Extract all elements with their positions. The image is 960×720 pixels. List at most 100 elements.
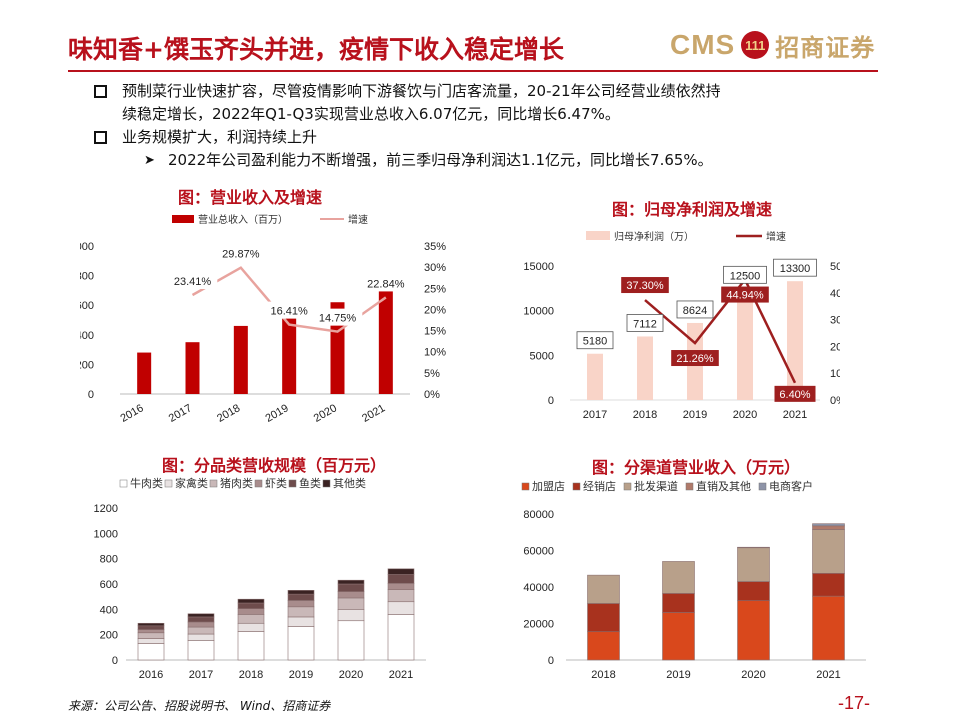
stacked-segment: [337, 597, 365, 610]
stacked-segment: [137, 643, 165, 661]
y-tick-label: 1000: [94, 528, 118, 540]
legend-label: 加盟店: [532, 479, 565, 493]
arrow-bullet-icon: ➤: [144, 153, 155, 168]
data-label-net-profit: 7112: [633, 318, 657, 330]
legend-label-revenue: 营业总收入（百万）: [198, 213, 288, 226]
y-tick-label: 0: [112, 655, 118, 667]
x-tick-label: 2019: [666, 669, 690, 681]
stacked-segment: [737, 600, 770, 661]
x-tick-label: 2019: [263, 402, 290, 425]
bar-value-box: [773, 258, 817, 277]
legend-label-growth: 增速: [766, 230, 786, 243]
x-tick-label: 2016: [118, 402, 145, 425]
stacked-segment: [137, 625, 165, 630]
net-profit-bar: [787, 281, 803, 400]
stacked-segment: [287, 616, 315, 627]
logo-mark-icon: 111: [741, 31, 770, 59]
legend-swatch: [521, 482, 530, 491]
stacked-segment: [737, 547, 770, 582]
y-tick-label-left: 0: [88, 389, 94, 401]
net-profit-bar: [587, 353, 603, 400]
channel-revenue-chart: 加盟店 经销店 批发渠道 直销及其他 电商客户 0 20000 40000 60000 80000…: [521, 479, 866, 681]
y-tick-label-right: 0%: [424, 389, 440, 401]
data-label-growth: 29.87%: [222, 249, 260, 261]
y-tick-label-right: 15%: [424, 326, 446, 338]
x-tick-label: 2019: [683, 409, 707, 421]
y-tick-label-right: 10%: [424, 347, 446, 359]
data-label-growth: 22.84%: [367, 278, 405, 290]
stacked-segment: [187, 613, 215, 618]
title-divider: [68, 70, 878, 72]
growth-label-box: [671, 350, 719, 367]
stacked-segment: [187, 616, 215, 623]
x-tick-label: 2021: [360, 402, 387, 425]
stacked-segment: [337, 583, 365, 592]
y-tick-label: 600: [100, 579, 118, 591]
logo-chinese-name: 招商证券: [775, 32, 876, 62]
growth-label-box: [721, 286, 769, 303]
data-label-growth: 6.40%: [779, 389, 810, 401]
y-tick-label-left: 600: [80, 300, 94, 312]
source-note: 来源：公司公告、招股说明书、 Wind、招商证券: [68, 699, 331, 713]
y-tick-label: 20000: [523, 619, 554, 631]
y-tick-label-right: 35%: [424, 241, 446, 253]
bar-value-box: [723, 265, 767, 284]
revenue-bar: [185, 342, 200, 394]
growth-label-box: [621, 277, 669, 294]
stacked-segment: [337, 609, 365, 622]
stacked-segment: [187, 640, 215, 661]
x-tick-label: 2020: [312, 402, 339, 425]
legend-label: 直销及其他: [696, 479, 751, 493]
stacked-segment: [237, 608, 265, 615]
y-tick-label: 80000: [523, 509, 554, 521]
y-tick-label-right: 10%: [830, 368, 840, 380]
page-number: -17-: [838, 693, 871, 713]
revenue-bar: [137, 352, 152, 394]
legend-label: 牛肉类: [130, 476, 163, 490]
y-tick-label-right: 30%: [830, 315, 840, 327]
growth-line: [644, 277, 797, 384]
data-label-growth: 23.41%: [174, 276, 212, 288]
x-tick-label: 2017: [583, 409, 607, 421]
stacked-segment: [237, 602, 265, 609]
chart-title-channel: 图：分渠道营业收入（万元）: [592, 458, 801, 477]
stacked-segment: [737, 581, 770, 601]
x-tick-label: 2018: [591, 669, 615, 681]
net-profit-bar: [737, 288, 753, 400]
y-tick-label-right: 50%: [830, 261, 840, 273]
data-label-growth: 44.94%: [726, 290, 764, 302]
bullet-text-continued: 续稳定增长，2022年Q1-Q3实现营业总收入6.07亿元，同比增长6.47%。: [122, 105, 620, 123]
x-tick-label: 2020: [741, 669, 765, 681]
brand-logo: CMS 111 招商证券: [670, 28, 875, 62]
y-tick-label-right: 20%: [830, 341, 840, 353]
category-revenue-chart: 牛肉类 家禽类 猪肉类 虾类 鱼类 其他类 0 200 400 600 800 1000 1200 201…: [94, 476, 426, 681]
stacked-segment: [812, 595, 845, 661]
stacked-segment: [137, 622, 165, 627]
x-tick-label: 2017: [167, 402, 194, 425]
legend-swatch: [623, 482, 632, 491]
stacked-segment: [387, 589, 415, 603]
x-tick-label: 2021: [783, 409, 807, 421]
sub-bullet-text: 2022年公司盈利能力不断增强，前三季归母净利润达1.1亿元，同比增长7.65%…: [168, 151, 713, 169]
stacked-segment: [662, 593, 695, 613]
stacked-segment: [387, 614, 415, 661]
y-tick-label: 0: [548, 655, 554, 667]
legend-swatch-net-profit: [586, 231, 610, 240]
stacked-segment: [587, 574, 620, 604]
bullet-text: 预制菜行业快速扩容，尽管疫情影响下游餐饮与门店客流量，20-21年公司经营业绩依…: [122, 82, 721, 100]
stacked-segment: [287, 606, 315, 618]
data-label-box: [167, 272, 218, 290]
legend-label: 批发渠道: [634, 479, 678, 493]
y-tick-label: 400: [100, 604, 118, 616]
legend-label: 电商客户: [769, 479, 813, 493]
summary-bullets: 预制菜行业快速扩容，尽管疫情影响下游餐饮与门店客流量，20-21年公司经营业绩依…: [90, 80, 890, 172]
x-tick-label: 2020: [733, 409, 757, 421]
stacked-segment: [812, 529, 845, 574]
stacked-segment: [662, 561, 695, 594]
y-tick-label-right: 25%: [424, 283, 446, 295]
y-tick-label-left: 1000: [80, 241, 94, 253]
legend-label-net-profit: 归母净利润（万）: [614, 230, 694, 243]
stacked-segment: [137, 629, 165, 634]
square-bullet-icon: [94, 85, 107, 98]
y-tick-label: 60000: [523, 546, 554, 558]
